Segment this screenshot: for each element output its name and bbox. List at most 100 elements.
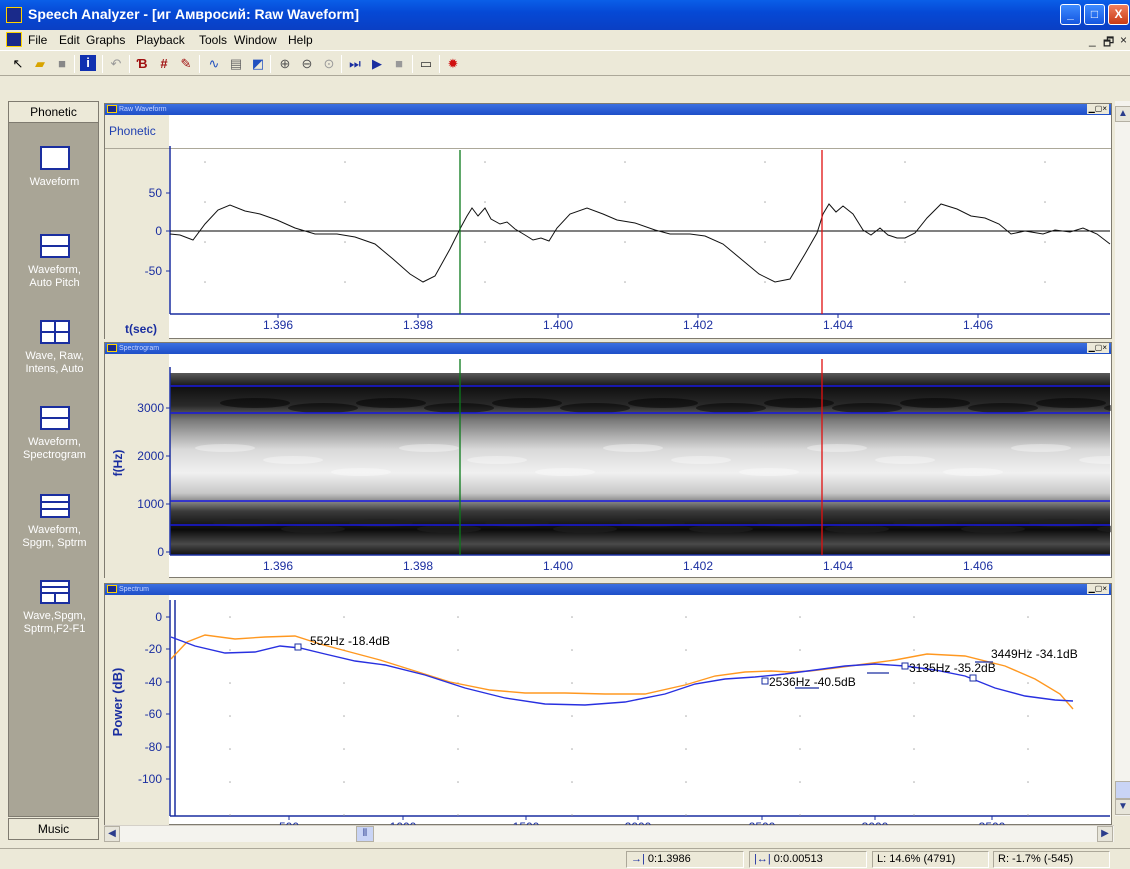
scroll-up-icon[interactable]: ▲	[1115, 106, 1130, 122]
menu-file[interactable]: File	[28, 33, 48, 47]
spectrogram-streak	[832, 403, 902, 413]
window-title: Speech Analyzer - [иг Амвросий: Raw Wave…	[28, 6, 360, 22]
spectrogram-streak	[807, 444, 867, 452]
menu-edit[interactable]: Edit	[59, 33, 80, 47]
pointer-icon[interactable]: ↖	[12, 56, 24, 71]
layout-four-pane-button[interactable]: Wave, Raw, Intens, Auto	[9, 320, 100, 376]
scroll-down-icon[interactable]: ▼	[1115, 799, 1130, 815]
menu-graphs[interactable]: Graphs	[86, 33, 126, 47]
layout-waveform-button[interactable]: Waveform	[9, 146, 100, 189]
grid-dot	[904, 281, 906, 283]
record-settings-icon[interactable]: ▭	[419, 56, 433, 71]
menu-window[interactable]: Window	[234, 33, 277, 47]
play-icon[interactable]: ▶	[372, 56, 382, 71]
tab-phonetic[interactable]: Phonetic	[8, 101, 99, 123]
x-tick-label: 1.398	[403, 559, 433, 573]
grid-dot	[229, 715, 231, 717]
spectrogram-streak	[943, 468, 1003, 476]
spectrogram-streak	[1036, 398, 1106, 408]
formant-annotation: 2536Hz -40.5dB	[769, 675, 856, 689]
tab-music[interactable]: Music	[8, 818, 99, 840]
grid-dot	[571, 781, 573, 783]
grid-dot	[913, 649, 915, 651]
maximize-button[interactable]: □	[1084, 4, 1105, 25]
layout-waveform-spectrogram-button[interactable]: Waveform, Spectrogram	[9, 406, 100, 462]
grid-dot	[624, 241, 626, 243]
mdi-close-button[interactable]: ×	[1120, 33, 1128, 47]
spectrogram-streak	[825, 525, 889, 533]
grid-dot	[343, 682, 345, 684]
open-folder-icon[interactable]: ▰	[35, 56, 45, 71]
scroll-right-icon[interactable]: ▶	[1097, 826, 1113, 842]
minimize-button[interactable]: _	[1060, 4, 1081, 25]
scroll-thumb[interactable]	[1115, 781, 1130, 799]
scroll-thumb[interactable]: ⦀	[356, 826, 374, 842]
grid-dot	[913, 814, 915, 816]
formant-marker	[294, 643, 302, 651]
spectrogram-streak	[1097, 525, 1111, 533]
spectrogram-streak	[696, 403, 766, 413]
grid-dot	[229, 649, 231, 651]
menu-playback[interactable]: Playback	[136, 33, 185, 47]
layout-four-row-button[interactable]: Wave,Spgm, Sptrm,F2-F1	[9, 580, 100, 636]
toolbar-separator	[199, 55, 200, 73]
raw-waveform-window[interactable]: Raw Waveform ▁▢× Phonetic 50 0 -50 1.396 1.3…	[104, 103, 1112, 340]
grid-dot	[624, 201, 626, 203]
graph-caption-text: Raw Waveform	[119, 106, 167, 113]
grid-dot	[904, 241, 906, 243]
waveform-plot[interactable]: 50 0 -50 1.396 1.398 1.400 1.402 1.404 1.406 t(se…	[105, 104, 1111, 340]
color-icon[interactable]: ◩	[251, 56, 265, 71]
grid-dot	[799, 616, 801, 618]
axis-panel	[105, 115, 169, 340]
formant-marker	[901, 662, 909, 670]
grid-dot	[204, 161, 206, 163]
undo-icon[interactable]: ↶	[110, 56, 122, 71]
menu-help[interactable]: Help	[288, 33, 313, 47]
close-button[interactable]: X	[1108, 4, 1129, 25]
y-tick-label: -100	[138, 772, 162, 786]
zoom-in-icon[interactable]: ⊕	[279, 56, 291, 71]
stop-icon[interactable]: ■	[395, 56, 403, 71]
horizontal-scrollbar[interactable]: ◀ ⦀ ▶	[104, 825, 1114, 842]
info-icon[interactable]: i	[80, 55, 96, 71]
layout-three-pane-button[interactable]: Waveform, Spgm, Sptrm	[9, 494, 100, 550]
add-segment-icon[interactable]: Ɓ	[136, 56, 148, 71]
spectrogram-window[interactable]: Spectrogram ▁▢× 3000 2000 1000 0 1.396 1.398 1…	[104, 342, 1112, 579]
spectrum-plot[interactable]: 0 -20 -40 -60 -80 -100 500 1000 1500 2000 2500 3000…	[105, 584, 1111, 826]
y-tick-label: 0	[157, 545, 164, 559]
grid-dot	[685, 715, 687, 717]
x-tick-label: 2000	[625, 820, 652, 826]
graph-window-controls[interactable]: ▁▢×	[1086, 584, 1109, 594]
spectrogram-streak	[560, 403, 630, 413]
layout-icon[interactable]: ▤	[229, 56, 243, 71]
scroll-left-icon[interactable]: ◀	[104, 826, 120, 842]
mdi-minimize-button[interactable]: _	[1089, 33, 1096, 47]
mdi-restore-button[interactable]: 🗗	[1103, 35, 1115, 49]
document-icon[interactable]	[6, 32, 22, 47]
spectrum-window[interactable]: Spectrum ▁▢× 0 -20 -40 -60 -80 -100 500 1000 150…	[104, 583, 1112, 826]
spectrogram-plot[interactable]: 3000 2000 1000 0 1.396 1.398 1.400 1.402 1.404 1.…	[105, 343, 1111, 579]
zoom-out-icon[interactable]: ⊖	[301, 56, 313, 71]
x-tick-label: 3000	[862, 820, 889, 826]
save-icon[interactable]: ■	[58, 56, 66, 71]
play-segment-icon[interactable]: ⏭	[349, 56, 361, 71]
graph-window-controls[interactable]: ▁▢×	[1086, 343, 1109, 353]
grid-dot	[229, 748, 231, 750]
y-tick-label: 1000	[137, 497, 164, 511]
spectrogram-streak	[900, 398, 970, 408]
menu-tools[interactable]: Tools	[199, 33, 228, 47]
record-icon[interactable]: ✹	[447, 56, 459, 71]
chart-icon[interactable]: ∿	[208, 56, 220, 71]
grid-dot	[913, 748, 915, 750]
grid-dot	[343, 616, 345, 618]
graph-icon	[107, 344, 117, 352]
zoom-all-icon[interactable]: ⊙	[323, 56, 335, 71]
layout-waveform-autopitch-button[interactable]: Waveform, Auto Pitch	[9, 234, 100, 290]
grid-dot	[571, 715, 573, 717]
edit-icon[interactable]: ✎	[180, 56, 192, 71]
grid-dot	[1027, 682, 1029, 684]
grid-dot	[484, 281, 486, 283]
add-phonetic-icon[interactable]: #	[160, 56, 168, 71]
graph-window-controls[interactable]: ▁▢×	[1086, 104, 1109, 114]
vertical-scrollbar[interactable]: ▲ ▼	[1115, 101, 1130, 816]
